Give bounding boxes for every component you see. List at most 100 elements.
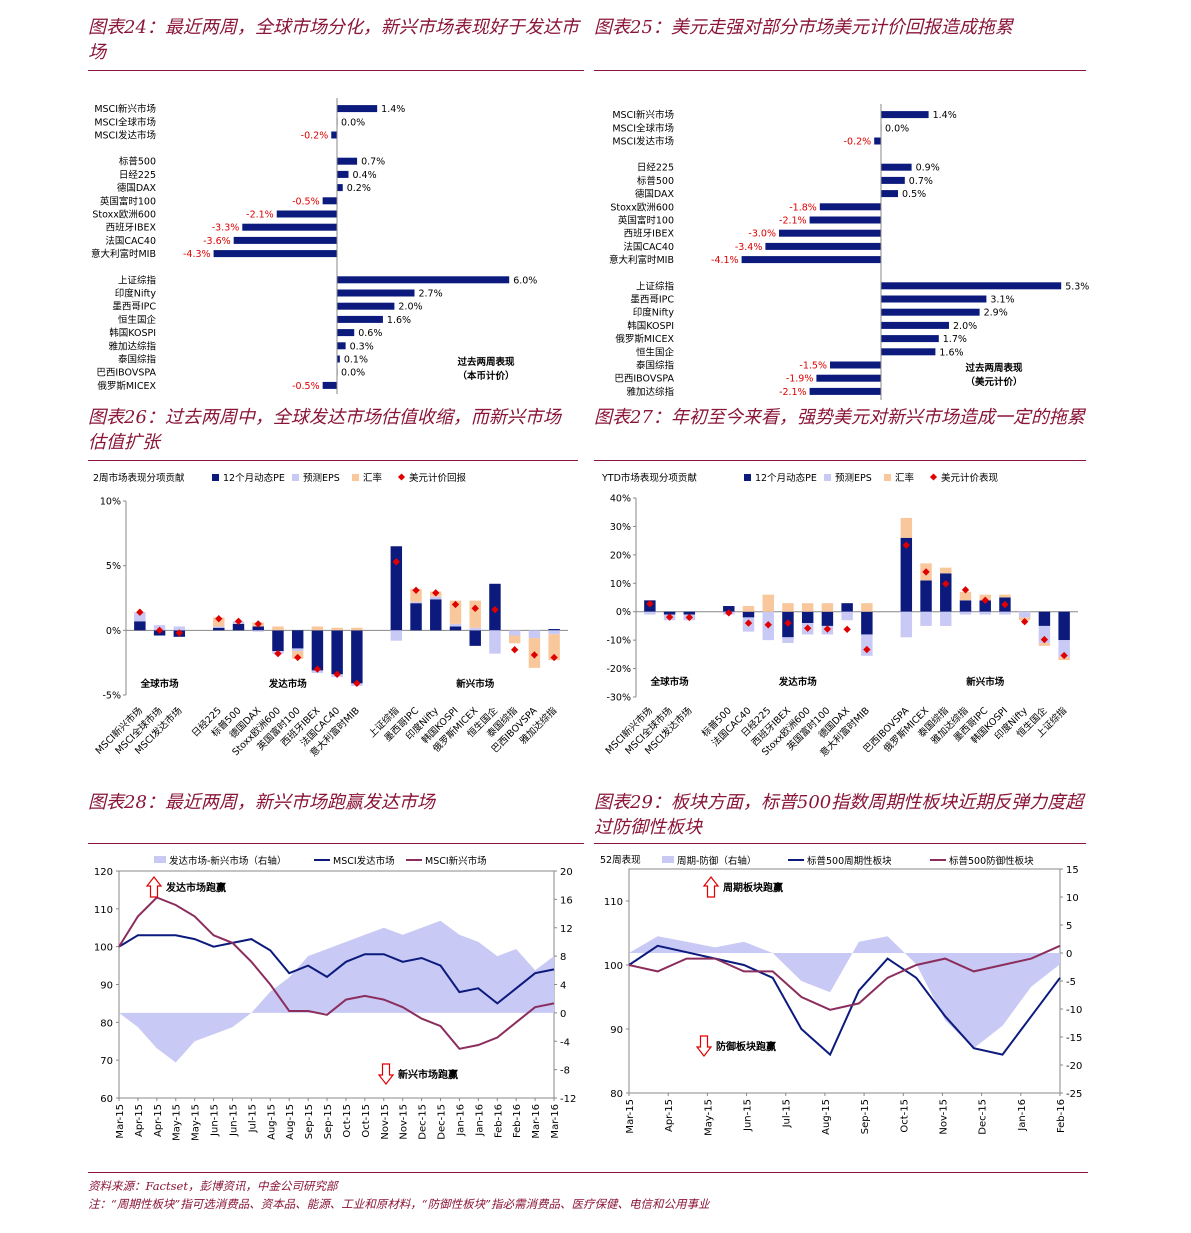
left-axis-label: 80 [100,1018,113,1029]
bar [337,315,383,323]
value-label: 2.9% [984,308,1008,319]
category-label: 标普500 [119,156,156,168]
usd-return-marker [843,625,851,634]
bar [779,229,881,237]
y-tick-label: -30% [606,693,631,704]
bar-segment [900,537,913,612]
legend-marker [929,473,938,481]
bar-segment [959,591,972,601]
bar-segment [469,600,481,628]
chart-27-rule [594,460,1086,461]
bar-segment [173,626,186,631]
bar [765,242,881,250]
value-label: 0.9% [916,163,940,174]
annotation-label: 新兴市场跑赢 [398,1068,458,1081]
x-tick-label: Jun-15 [743,1099,754,1132]
x-tick-label: May-15 [172,1104,183,1141]
chart-header: 52周表现 [600,854,641,866]
bar [337,184,343,192]
bar-segment [134,621,146,631]
bar [337,342,346,350]
y-tick-label: -10% [606,636,631,647]
category-label: 德国DAX [117,182,157,194]
x-tick-label: Apr-15 [153,1104,164,1137]
bar-segment [410,588,422,602]
chart-25-title: 图表25：美元走强对部分市场美元计价回报造成拖累 [594,17,1013,38]
bar-segment [900,517,913,538]
bar [809,387,881,395]
bar-segment [821,611,834,626]
legend-label: 标普500周期性板块 [807,855,892,867]
bar [881,111,929,119]
category-label: 西班牙IBEX [106,222,157,234]
bar-segment [1038,611,1051,626]
bar-segment [291,648,304,652]
legend-swatch [662,856,674,863]
value-label: 0.0% [885,123,909,134]
bar [337,289,415,297]
usd-return-marker [491,605,499,614]
bar-segment [1058,611,1070,641]
value-label: 6.0% [513,275,537,286]
category-label: 法国CAC40 [623,241,674,253]
bar [276,210,337,218]
legend-label: MSCI发达市场 [333,855,395,867]
value-label: 0.6% [358,328,382,339]
category-label: 法国CAC40 [105,235,156,247]
category-label: MSCI新兴市场 [612,109,674,121]
bar-segment [410,603,422,631]
category-label: 墨西哥IPC [112,302,156,313]
usd-return-marker [511,646,519,654]
value-label: 2.7% [418,289,442,300]
bar-segment [1038,625,1051,643]
value-label: -4.3% [183,249,211,260]
x-tick-label: Apr-15 [134,1104,145,1137]
category-label: 德国DAX [635,188,675,200]
annotation-label: 过去两周表现 [457,356,515,368]
x-tick-label: Jun-15 [210,1104,221,1137]
right-axis-label: -10 [1066,1005,1082,1016]
category-label: 上证综指 [636,280,675,292]
x-tick-label: Sep-15 [304,1104,315,1139]
right-axis-label: 10 [1066,893,1079,904]
bar-segment [449,623,462,627]
category-label: MSCI新兴市场 [94,103,156,115]
right-axis-label: -20 [1066,1061,1082,1072]
value-label: 2.0% [953,321,977,332]
bar-segment [821,603,834,612]
left-axis-label: 120 [94,867,113,878]
value-label: 0.0% [341,117,365,128]
bar-segment [999,594,1011,598]
x-tick-label: Aug-15 [285,1104,296,1140]
value-label: -3.6% [203,236,231,247]
bar [337,170,349,178]
bar-segment [1038,642,1051,646]
legend-marker [397,473,406,481]
bar-segment [430,596,442,600]
category-label: 标普500 [637,175,674,187]
left-axis-label: 70 [100,1056,113,1067]
bar [881,190,898,198]
value-label: 0.1% [344,355,368,366]
line-series [628,944,1061,1057]
bar-segment [959,611,972,615]
group-label: 全球市场 [140,678,180,690]
bar [881,321,949,329]
value-label: 0.3% [350,341,374,352]
legend-label: 汇率 [363,472,383,484]
bar-segment [1058,640,1070,658]
legend-label: 美元计价回报 [409,472,467,484]
value-label: -3.3% [212,223,240,234]
category-label: 巴西IBOVSPA [96,368,156,379]
legend-swatch [154,856,166,863]
chart-29-title: 图表29：板块方面，标普500指数周期性板块近期反弹力度超过防御性板块 [594,792,1084,838]
group-label: 发达市场 [268,678,308,690]
bar [741,256,881,264]
group-label: 新兴市场 [966,676,1005,688]
group-label: 新兴市场 [456,678,495,690]
x-tick-label: Oct-15 [342,1104,353,1138]
category-label: Stoxx欧洲600 [92,209,156,221]
bar [331,131,337,139]
category-label: 俄罗斯MICEX [615,333,674,345]
usd-return-marker [942,580,950,588]
